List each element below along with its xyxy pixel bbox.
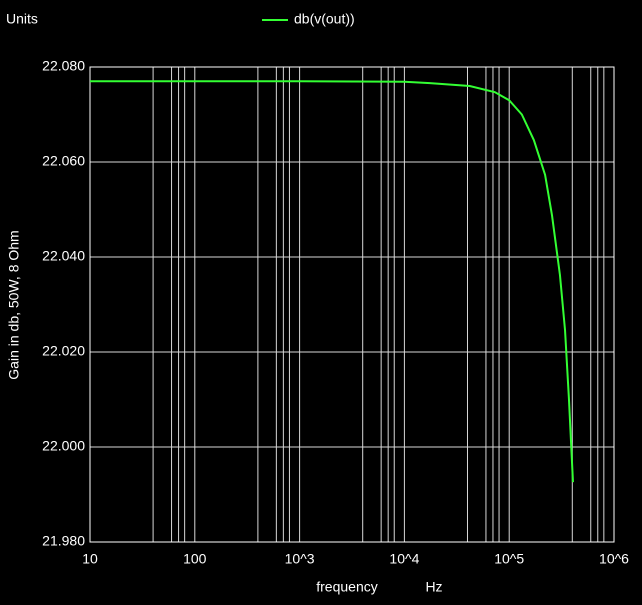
x-axis-unit: Hz xyxy=(425,579,442,595)
y-tick-label: 22.040 xyxy=(42,248,85,264)
x-tick-label: 10^3 xyxy=(285,551,315,567)
x-tick-label: 100 xyxy=(183,551,207,567)
x-tick-label: 10^4 xyxy=(389,551,419,567)
x-tick-label: 10 xyxy=(82,551,98,567)
x-tick-label: 10^5 xyxy=(494,551,524,567)
units-label: Units xyxy=(6,11,38,27)
x-tick-label: 10^6 xyxy=(599,551,629,567)
y-tick-label: 22.060 xyxy=(42,153,85,169)
data-line xyxy=(90,80,574,483)
legend-label: db(v(out)) xyxy=(294,11,355,27)
y-tick-label: 22.020 xyxy=(42,343,85,359)
x-axis-label: frequency xyxy=(316,579,377,595)
y-tick-label: 22.000 xyxy=(42,438,85,454)
y-tick-label: 21.980 xyxy=(42,533,85,549)
plot-border xyxy=(89,66,615,543)
y-axis-label: Gain in db, 50W, 8 Ohm xyxy=(6,230,22,379)
y-tick-label: 22.080 xyxy=(42,58,85,74)
